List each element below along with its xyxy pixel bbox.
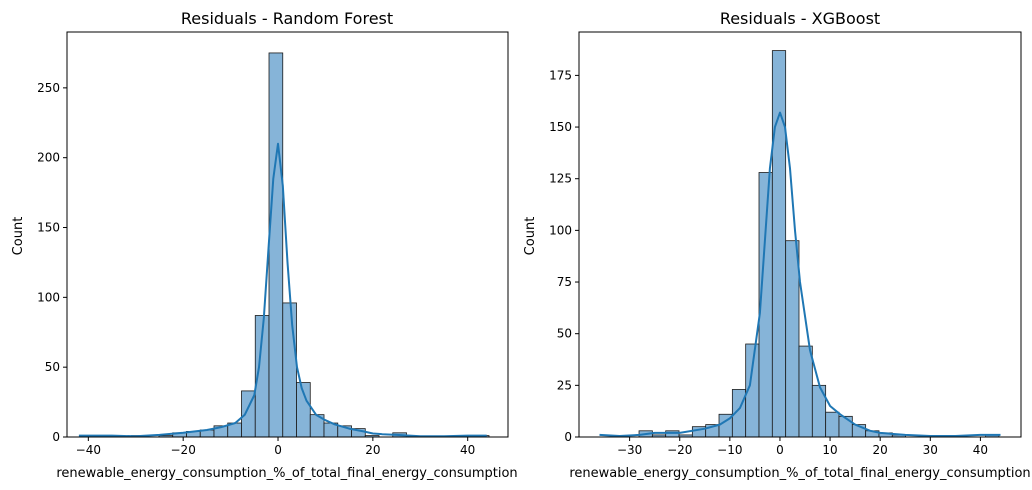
y-tick-label: 100 — [549, 223, 572, 237]
y-tick-label: 75 — [557, 275, 572, 289]
histogram-bar — [838, 415, 853, 438]
y-tick-label: 250 — [37, 81, 60, 95]
x-tick-label: 40 — [460, 443, 475, 457]
histogram-bar — [771, 50, 787, 438]
x-axis-label: renewable_energy_consumption_%_of_total_… — [569, 466, 1030, 481]
y-tick-label: 0 — [564, 430, 572, 444]
x-tick-label: −20 — [171, 443, 196, 457]
x-axis-label: renewable_energy_consumption_%_of_total_… — [56, 466, 517, 481]
histogram-bar — [282, 302, 297, 438]
x-tick-label: −40 — [76, 443, 101, 457]
x-tick-label: 0 — [776, 443, 784, 457]
y-tick-label: 50 — [45, 360, 60, 374]
y-tick-label: 150 — [549, 120, 572, 134]
x-tick-label: −20 — [667, 443, 692, 457]
y-tick-label: 125 — [549, 172, 572, 186]
x-tick-label: 40 — [973, 443, 988, 457]
y-tick-label: 175 — [549, 68, 572, 82]
histogram-bar — [785, 240, 800, 438]
x-tick-label: 30 — [923, 443, 938, 457]
chart-random-forest: Residuals - Random Forest Count renewabl… — [11, 9, 518, 481]
histogram-bar — [798, 345, 813, 438]
y-tick-label: 100 — [37, 290, 60, 304]
chart-title: Residuals - XGBoost — [720, 9, 880, 28]
x-tick-label: 0 — [274, 443, 282, 457]
histogram-bar — [665, 430, 680, 438]
axes-frame — [578, 31, 1022, 438]
x-tick-label: 20 — [365, 443, 380, 457]
y-tick-label: 25 — [557, 378, 572, 392]
chart-title: Residuals - Random Forest — [181, 9, 393, 28]
axes-frame — [66, 31, 509, 438]
histogram-bar — [268, 52, 284, 438]
histogram-bar — [825, 411, 840, 438]
x-tick-label: 10 — [822, 443, 837, 457]
kde-line — [599, 111, 1001, 437]
x-tick-label: −30 — [617, 443, 642, 457]
y-tick-label: 200 — [37, 151, 60, 165]
kde-line — [78, 142, 487, 438]
y-tick-label: 50 — [557, 327, 572, 341]
x-tick-label: −10 — [717, 443, 742, 457]
y-axis-label: Count — [11, 217, 26, 256]
y-tick-label: 150 — [37, 221, 60, 235]
y-axis-label: Count — [523, 217, 538, 256]
x-tick-label: 20 — [873, 443, 888, 457]
y-tick-label: 0 — [52, 430, 60, 444]
chart-xgboost: Residuals - XGBoost Count renewable_ener… — [523, 9, 1031, 481]
